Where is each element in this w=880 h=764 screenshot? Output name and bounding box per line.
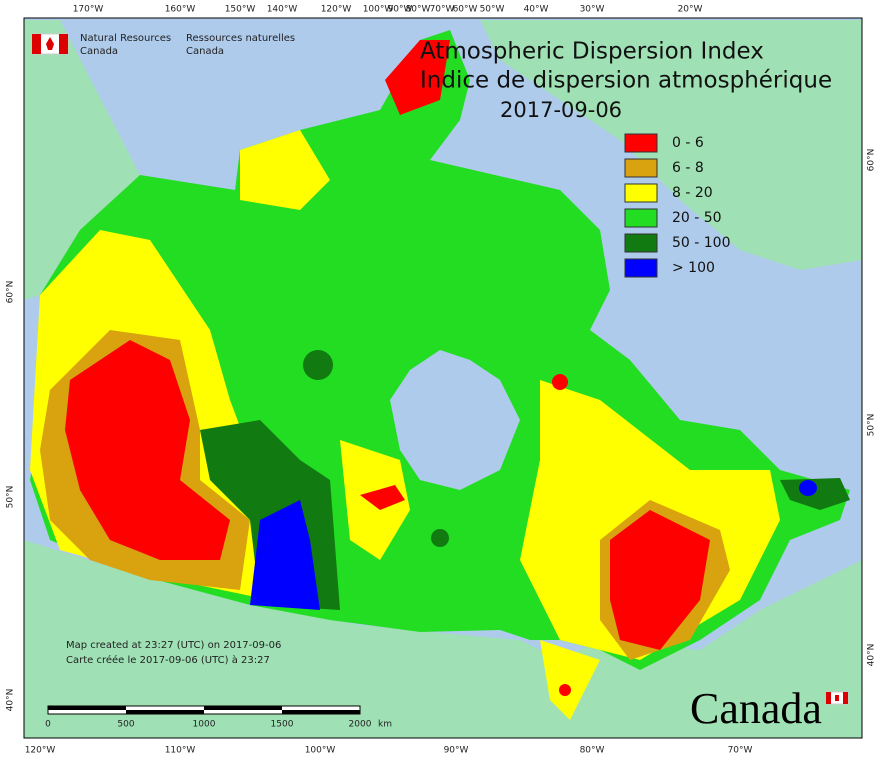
lon-label: 150°W <box>225 5 256 15</box>
lon-label: 40°W <box>524 5 549 15</box>
lat-label: 40°N <box>867 644 877 667</box>
legend-swatch <box>624 208 658 228</box>
legend-swatch <box>624 233 658 253</box>
zone <box>799 480 817 496</box>
lon-label: 70°W <box>728 746 753 756</box>
scale-label: 1500 <box>271 720 294 730</box>
lon-label: 120°W <box>25 746 56 756</box>
credit: Map created at 23:27 (UTC) on 2017-09-06 <box>66 640 281 651</box>
lon-label: 90°W <box>444 746 469 756</box>
scale-label: 1000 <box>193 720 216 730</box>
flag <box>31 33 69 55</box>
legend-swatch <box>624 158 658 178</box>
legend-label: 8 - 20 <box>672 185 713 201</box>
legend-label: 20 - 50 <box>672 210 722 226</box>
lat-label: 60°N <box>867 149 877 172</box>
zone <box>240 130 330 210</box>
agency-fr: Canada <box>186 46 224 57</box>
legend-label: 50 - 100 <box>672 235 731 251</box>
title: Atmospheric Dispersion Index <box>420 39 764 65</box>
wordmark: Canada <box>690 684 822 733</box>
legend-label: 6 - 8 <box>672 160 704 176</box>
frame <box>23 17 863 739</box>
lon-label: 20°W <box>678 5 703 15</box>
alaska <box>24 20 140 300</box>
lon-label: 80°W <box>406 5 431 15</box>
zone <box>540 640 600 720</box>
lon-label: 80°W <box>580 746 605 756</box>
agency-fr: Ressources naturelles <box>186 33 295 44</box>
agency-en: Canada <box>80 46 118 57</box>
usa <box>24 540 862 738</box>
land <box>24 20 862 738</box>
zone <box>360 485 405 510</box>
zone <box>431 529 449 547</box>
lon-label: 160°W <box>165 5 196 15</box>
zone <box>250 500 320 610</box>
zone <box>65 340 230 560</box>
credit: Carte créée le 2017-09-06 (UTC) à 23:27 <box>66 654 270 666</box>
scale-label: 0 <box>45 720 51 730</box>
lon-label: 50°W <box>480 5 505 15</box>
lat-label: 50°N <box>867 414 877 437</box>
lon-label: 140°W <box>267 5 298 15</box>
lon-label: 90°W <box>388 5 413 15</box>
lon-label: 30°W <box>580 5 605 15</box>
zone <box>559 684 571 696</box>
lon-label: 110°W <box>165 746 196 756</box>
lat-label: 60°N <box>6 281 16 304</box>
wordmark-flag <box>825 691 849 705</box>
lon-label: 60°W <box>453 5 478 15</box>
scale-label: 2000 <box>349 720 372 730</box>
zone <box>385 40 450 115</box>
zone <box>552 374 568 390</box>
zones <box>30 30 850 720</box>
lon-label: 100°W <box>305 746 336 756</box>
greenland <box>480 20 862 270</box>
zone <box>390 350 520 490</box>
legend-swatch <box>624 133 658 153</box>
legend-label: 0 - 6 <box>672 135 704 151</box>
lon-label: 100°W <box>363 5 394 15</box>
zone <box>610 510 710 650</box>
legend-swatch <box>624 183 658 203</box>
legend-swatch <box>624 258 658 278</box>
scale-label: 500 <box>117 720 134 730</box>
lat-label: 50°N <box>6 486 16 509</box>
scale-bar <box>47 705 361 715</box>
lon-label: 120°W <box>321 5 352 15</box>
legend-label: > 100 <box>672 260 715 276</box>
title-fr: Indice de dispersion atmosphérique <box>420 68 832 94</box>
scale-unit: km <box>378 720 392 730</box>
agency-en: Natural Resources <box>80 33 171 44</box>
lat-label: 40°N <box>6 689 16 712</box>
date: 2017-09-06 <box>500 98 622 122</box>
zone <box>780 478 850 510</box>
lon-label: 170°W <box>73 5 104 15</box>
lon-label: 70°W <box>430 5 455 15</box>
zone <box>303 350 333 380</box>
